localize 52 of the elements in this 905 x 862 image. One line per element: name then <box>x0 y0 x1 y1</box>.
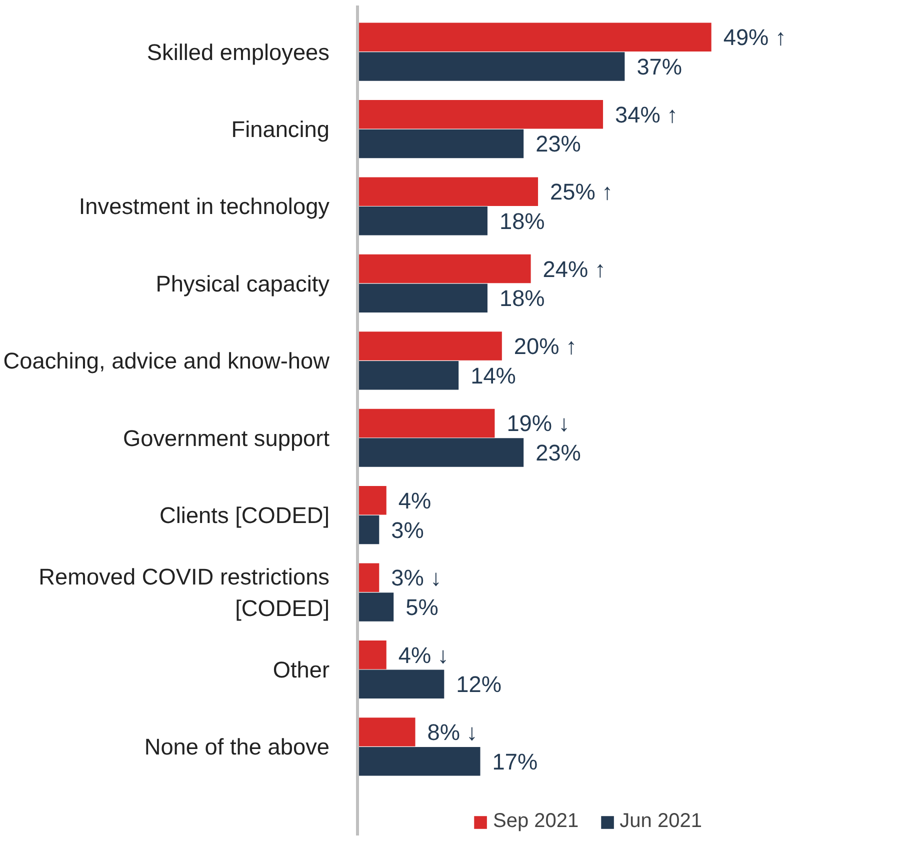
bar <box>358 563 380 592</box>
bar <box>358 640 386 670</box>
y-tick-label: Clients [CODED] <box>160 502 330 528</box>
data-label: 8% ↓ <box>427 719 478 746</box>
bar <box>358 284 488 312</box>
bar <box>358 360 459 390</box>
data-label: 37% <box>636 53 682 80</box>
bar <box>358 486 386 515</box>
bar <box>358 408 495 438</box>
y-tick-label: Financing <box>231 116 330 142</box>
bar <box>358 747 480 776</box>
data-label: 3% <box>391 516 424 543</box>
y-tick-label: Physical capacity <box>156 270 330 296</box>
y-tick-label: Other <box>272 656 330 682</box>
data-label: 4% <box>398 487 432 514</box>
bar <box>358 100 604 129</box>
y-tick-label: Coaching, advice and know-how <box>3 348 330 374</box>
y-tick-label: Government support <box>122 424 330 451</box>
bar <box>358 670 444 699</box>
bar <box>358 177 538 206</box>
data-label: 25% ↑ <box>550 178 614 205</box>
y-tick-label: None of the above <box>144 734 330 760</box>
bar <box>358 515 380 544</box>
data-label: 18% <box>499 208 545 234</box>
bar <box>358 22 712 52</box>
data-label: 18% <box>499 285 545 312</box>
bar <box>358 129 524 158</box>
legend-label: Sep 2021 <box>493 810 579 833</box>
y-tick-label: Skilled employees <box>146 38 330 65</box>
data-label: 49% ↑ <box>723 24 786 50</box>
bar <box>358 718 416 746</box>
y-tick-label: Removed COVID restrictions [CODED] <box>38 564 330 621</box>
bar <box>358 332 502 360</box>
data-label: 20% ↑ <box>514 332 577 359</box>
data-label: 3% ↓ <box>391 564 442 591</box>
data-label: 17% <box>492 748 538 774</box>
data-label: 23% <box>536 130 581 157</box>
bar <box>358 592 394 622</box>
data-label: 14% <box>470 362 516 388</box>
bar <box>358 438 524 467</box>
data-label: 24% ↑ <box>542 256 606 282</box>
bar <box>358 254 531 284</box>
data-label: 12% <box>456 671 502 698</box>
data-label: 34% ↑ <box>615 101 678 128</box>
legend-label: Jun 2021 <box>620 810 702 833</box>
data-label: 5% <box>406 594 438 620</box>
data-label: 23% <box>536 440 581 466</box>
data-label: 4% ↓ <box>398 642 449 668</box>
data-label: 19% ↓ <box>506 410 570 436</box>
bar <box>358 52 625 81</box>
bar <box>358 206 488 236</box>
y-tick-label: Investment in technology <box>78 193 330 220</box>
